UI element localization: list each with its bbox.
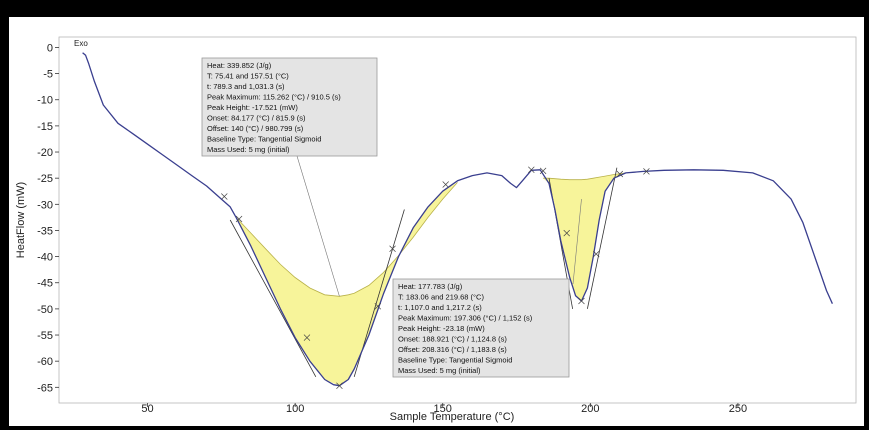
leader-layer: [296, 155, 582, 297]
y-tick-label: -20: [37, 147, 53, 159]
x-tick-label: 100: [286, 403, 304, 415]
annotation-line: Offset: 208.316 (°C) / 1,183.8 (s): [398, 345, 507, 354]
tangent-line-4: [586, 167, 618, 309]
curve-marker: [303, 334, 311, 341]
curve-marker: [539, 167, 547, 175]
annotation-line: T: 75.41 and 157.51 (°C): [207, 72, 289, 81]
y-tick-label: -35: [37, 225, 53, 237]
curve-marker: [389, 245, 396, 253]
y-tick-label: -60: [37, 356, 53, 368]
y-tick-label: -25: [37, 173, 53, 185]
curve-layer: [82, 52, 833, 387]
y-tick-label: -45: [37, 278, 53, 290]
annotation-line: Onset: 84.177 (°C) / 815.9 (s): [207, 114, 306, 123]
annotation-line: T: 183.06 and 219.68 (°C): [398, 293, 484, 302]
annotation-line: Heat: 339.852 (J/g): [207, 61, 272, 70]
annotation-line: Onset: 188.921 (°C) / 1,124.8 (s): [398, 335, 507, 344]
curve-marker: [442, 181, 449, 188]
annotation-line: Peak Maximum: 197.306 (°C) / 1,152 (s): [398, 314, 533, 323]
annotation-line: Offset: 140 (°C) / 980.799 (s): [207, 124, 304, 133]
outer-frame-right: [864, 0, 869, 430]
exo-label: Exo: [74, 39, 88, 48]
curve-marker: [592, 250, 600, 258]
y-tick-label: 0: [47, 42, 53, 54]
curve-marker: [643, 168, 650, 175]
annotation-layer: Heat: 339.852 (J/g) T: 75.41 and 157.51 (…: [201, 57, 570, 378]
outer-frame-top: [0, 0, 869, 17]
curve-marker: [221, 193, 228, 200]
annotation-line: Peak Height: -17.521 (mW): [207, 103, 298, 112]
y-tick-label: -15: [37, 121, 53, 133]
annotation-box-1: Heat: 339.852 (J/g) T: 75.41 and 157.51 (…: [201, 57, 378, 157]
annotation-line: Baseline Type: Tangential Sigmoid: [207, 135, 321, 144]
y-tick-label: -10: [37, 95, 53, 107]
annotation-line: t: 789.3 and 1,031.3 (s): [207, 82, 285, 91]
curve-marker: [374, 303, 382, 310]
peak-baseline-2: [543, 171, 638, 181]
curve-marker: [336, 382, 343, 389]
annotation-line: Mass Used: 5 mg (initial): [398, 366, 481, 375]
annotation-line: Peak Height: -23.18 (mW): [398, 324, 485, 333]
annotation-leader-2: [572, 199, 582, 285]
x-tick-label: 150: [434, 403, 452, 415]
annotation-box-2: Heat: 177.783 (J/g) T: 183.06 and 219.68 …: [392, 278, 570, 378]
annotation-box-bg: [392, 278, 570, 378]
peak-fill-1: [236, 182, 458, 386]
y-tick-label: -50: [37, 304, 53, 316]
annotation-line: Heat: 177.783 (J/g): [398, 282, 463, 291]
x-tick-layer: 50 100 150 200 250: [141, 403, 747, 415]
y-axis-title: HeatFlow (mW): [15, 182, 27, 258]
peak-fill-layer: [235, 171, 638, 386]
curve-marker: [616, 170, 624, 178]
y-tick-label: -55: [37, 330, 53, 342]
annotation-box-bg: [201, 57, 378, 157]
outer-frame-left: [0, 0, 9, 430]
y-tick-label: -5: [43, 69, 53, 81]
annotation-line: Peak Maximum: 115.262 (°C) / 910.5 (s): [207, 93, 341, 102]
x-tick-label: 200: [581, 403, 599, 415]
y-tick-layer: 0 -5 -10 -15 -20 -25 -30 -35 -40 -45 -50 -55 -60 -65: [37, 42, 59, 394]
y-tick-label: -40: [37, 252, 53, 264]
heatflow-curve: [82, 52, 833, 387]
tangent-line-1: [229, 219, 317, 378]
y-tick-label: -30: [37, 199, 53, 211]
x-tick-label: 250: [729, 403, 747, 415]
annotation-line: Mass Used: 5 mg (initial): [207, 145, 290, 154]
peak-fill-2: [543, 171, 638, 301]
annotation-line: Baseline Type: Tangential Sigmoid: [398, 356, 512, 365]
curve-marker: [578, 297, 585, 305]
y-tick-label: -65: [37, 382, 53, 394]
annotation-leader-1: [296, 155, 340, 297]
x-tick-label: 50: [141, 403, 153, 415]
x-axis-title: Sample Temperature (°C): [390, 411, 515, 423]
annotation-line: t: 1,107.0 and 1,217.2 (s): [398, 303, 482, 312]
outer-frame-bottom: [0, 426, 869, 430]
marker-layer: [221, 166, 650, 389]
curve-marker: [528, 166, 535, 174]
peak-baseline-1: [235, 182, 458, 297]
curve-marker: [235, 215, 243, 223]
curve-marker: [563, 229, 570, 237]
